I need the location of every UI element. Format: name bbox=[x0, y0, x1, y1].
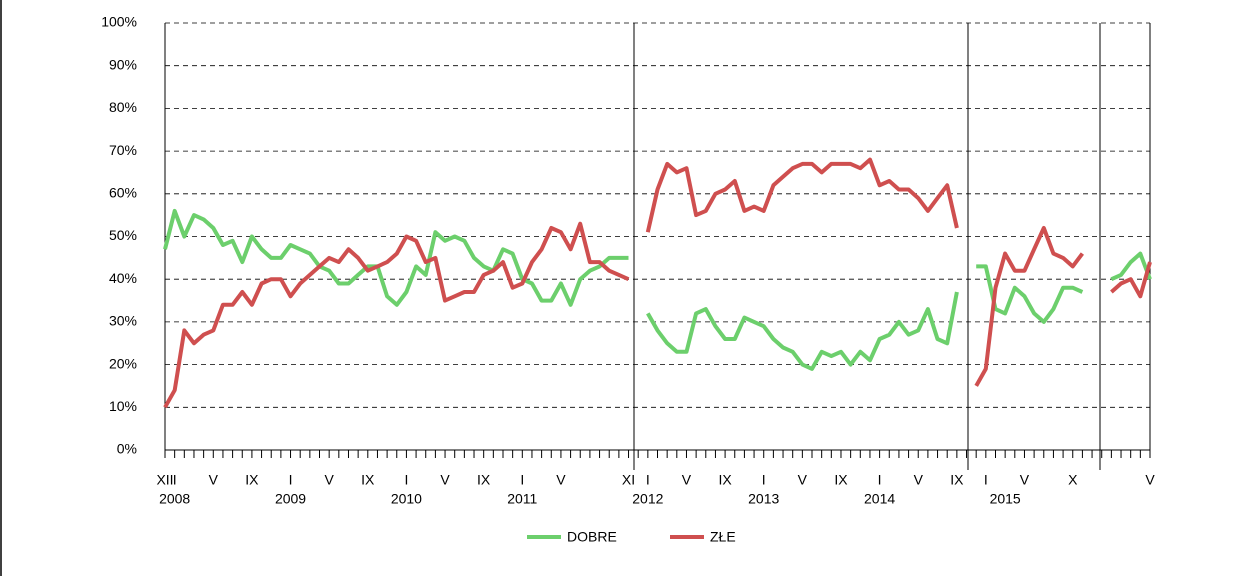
x-tick-label: V bbox=[324, 472, 334, 488]
y-tick-label: 30% bbox=[109, 313, 137, 329]
x-tick-label: V bbox=[209, 472, 219, 488]
y-tick-label: 40% bbox=[109, 270, 137, 286]
x-tick-label: I bbox=[520, 472, 524, 488]
x-tick-label: XI bbox=[622, 472, 635, 488]
x-tick-label: IX bbox=[834, 472, 848, 488]
x-tick-label: IX bbox=[718, 472, 732, 488]
x-tick-label: V bbox=[440, 472, 450, 488]
y-tick-label: 10% bbox=[109, 398, 137, 414]
year-label: 2015 bbox=[990, 491, 1021, 507]
x-tick-label: V bbox=[1020, 472, 1030, 488]
year-label: 2008 bbox=[159, 491, 190, 507]
y-tick-label: 80% bbox=[109, 99, 137, 115]
x-tick-label: V bbox=[914, 472, 924, 488]
y-tick-label: 60% bbox=[109, 185, 137, 201]
x-tick-label: XII bbox=[156, 472, 173, 488]
x-tick-label: V bbox=[1145, 472, 1155, 488]
year-label: 2012 bbox=[632, 491, 663, 507]
legend-label: DOBRE bbox=[567, 529, 617, 545]
series-line bbox=[163, 157, 1152, 409]
x-tick-label: V bbox=[556, 472, 566, 488]
x-tick-label: IX bbox=[245, 472, 259, 488]
series-line bbox=[163, 208, 1152, 371]
year-label: 2010 bbox=[391, 491, 422, 507]
year-label: 2014 bbox=[864, 491, 895, 507]
x-tick-label: I bbox=[762, 472, 766, 488]
x-tick-label: I bbox=[878, 472, 882, 488]
x-tick-label: I bbox=[289, 472, 293, 488]
y-tick-label: 20% bbox=[109, 355, 137, 371]
x-tick-label: I bbox=[984, 472, 988, 488]
year-label: 2009 bbox=[275, 491, 306, 507]
x-tick-label: IX bbox=[950, 472, 964, 488]
x-tick-label: V bbox=[798, 472, 808, 488]
x-tick-label: IX bbox=[361, 472, 375, 488]
y-tick-label: 50% bbox=[109, 227, 137, 243]
x-tick-label: I bbox=[173, 472, 177, 488]
y-tick-label: 100% bbox=[101, 14, 137, 30]
x-tick-label: V bbox=[682, 472, 692, 488]
legend-label: ZŁE bbox=[710, 529, 736, 545]
y-tick-label: 90% bbox=[109, 56, 137, 72]
year-label: 2011 bbox=[507, 491, 537, 507]
y-tick-label: 70% bbox=[109, 142, 137, 158]
y-tick-label: 0% bbox=[117, 441, 137, 457]
x-tick-label: IX bbox=[477, 472, 491, 488]
year-label: 2013 bbox=[748, 491, 779, 507]
x-tick-label: I bbox=[646, 472, 650, 488]
x-tick-label: X bbox=[1068, 472, 1078, 488]
x-tick-label: I bbox=[404, 472, 408, 488]
